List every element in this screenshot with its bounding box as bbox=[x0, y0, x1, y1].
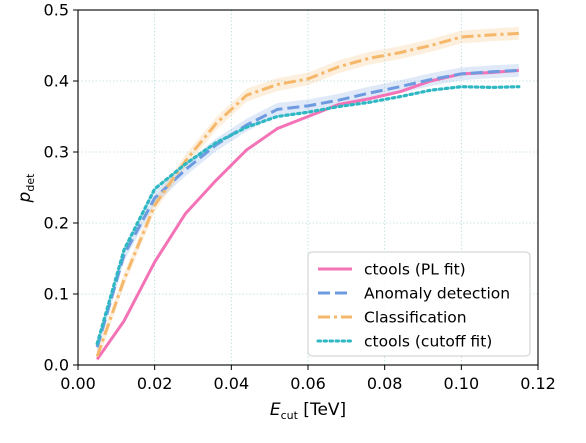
y-tick-label: 0.5 bbox=[44, 1, 69, 20]
y-axis-label: pdet bbox=[15, 173, 37, 204]
x-tick-label: 0.02 bbox=[137, 374, 173, 393]
series-line bbox=[95, 68, 519, 361]
legend-label: Anomaly detection bbox=[364, 285, 510, 303]
x-ticks: 0.00 0.02 0.04 0.06 0.08 0.10 0.12 bbox=[60, 365, 556, 393]
legend-box bbox=[307, 251, 531, 357]
legend-label: Classification bbox=[364, 309, 467, 327]
y-tick-label: 0.1 bbox=[44, 285, 69, 304]
y-ticks: 0.0 0.1 0.2 0.3 0.4 0.5 bbox=[44, 1, 78, 375]
series-line bbox=[95, 85, 521, 346]
y-tick-label: 0.4 bbox=[44, 72, 69, 91]
x-tick-label: 0.12 bbox=[520, 374, 556, 393]
x-tick-label: 0.06 bbox=[290, 374, 326, 393]
x-tick-label: 0.00 bbox=[60, 374, 96, 393]
series-line bbox=[95, 68, 519, 348]
y-tick-label: 0.0 bbox=[44, 356, 69, 375]
series-line bbox=[95, 31, 519, 357]
x-tick-label: 0.08 bbox=[367, 374, 403, 393]
legend-label: ctools (PL fit) bbox=[364, 261, 466, 279]
x-tick-label: 0.04 bbox=[214, 374, 250, 393]
series-lines bbox=[95, 31, 521, 361]
legend-label: ctools (cutoff fit) bbox=[364, 333, 492, 351]
x-axis-label: Ecut [TeV] bbox=[270, 400, 346, 422]
y-tick-label: 0.2 bbox=[44, 214, 69, 233]
legend: ctools (PL fit) Anomaly detection Classifi… bbox=[307, 251, 531, 357]
y-tick-label: 0.3 bbox=[44, 143, 69, 162]
x-tick-label: 0.10 bbox=[444, 374, 480, 393]
